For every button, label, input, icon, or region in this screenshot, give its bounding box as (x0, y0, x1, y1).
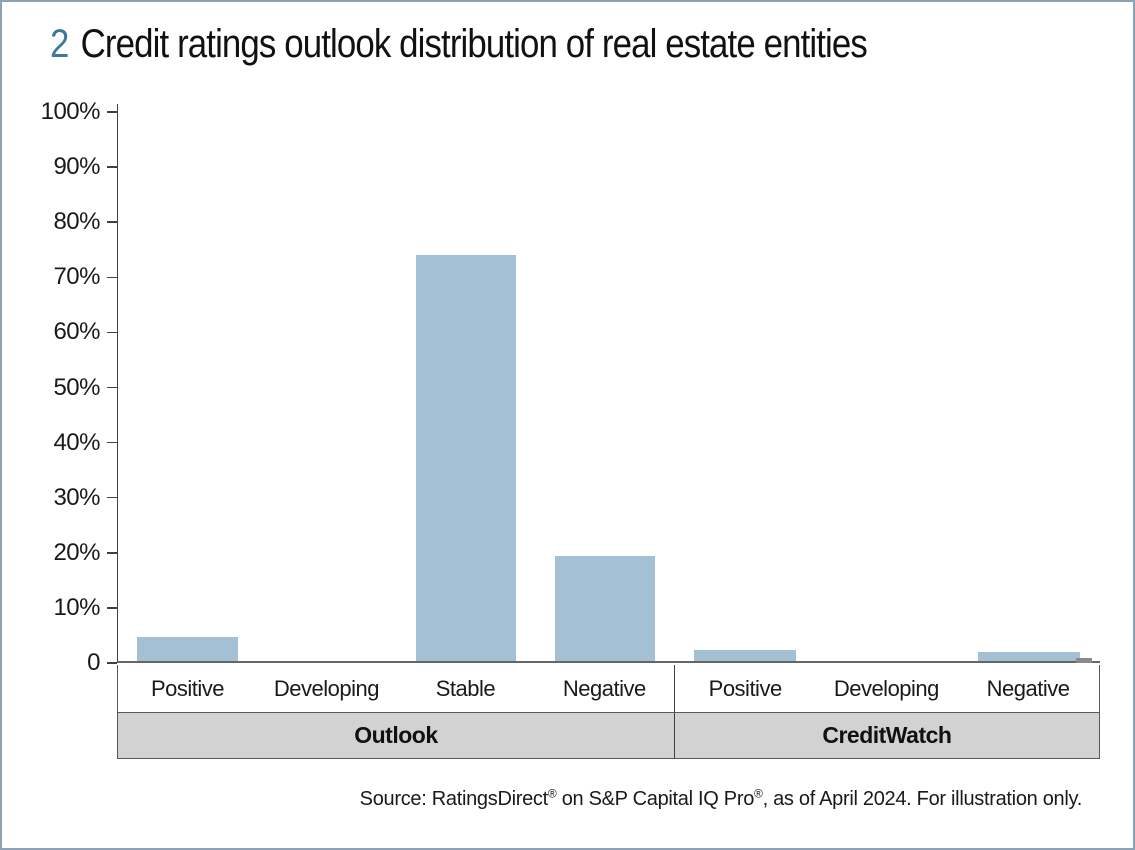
bar-slot (257, 112, 396, 661)
y-axis-tick-label: 10% (53, 593, 100, 621)
y-axis-tick-label: 90% (53, 153, 100, 181)
y-axis-tick-label: 70% (53, 263, 100, 291)
category-label: Positive (673, 665, 816, 712)
axis-end-artifact (1076, 658, 1092, 663)
y-axis-tick-label: 60% (53, 318, 100, 346)
bar-creditwatch-negative (977, 652, 1081, 661)
y-axis-tick-label: 80% (53, 208, 100, 236)
y-axis-tick-mark (106, 496, 117, 499)
bar-creditwatch-positive (694, 649, 797, 661)
group-label-outlook: Outlook (354, 722, 438, 748)
category-label: Negative (562, 675, 646, 701)
category-label-row: Positive Developing Stable Negative Positive… (117, 665, 1100, 712)
y-axis-tick-label: 50% (53, 373, 100, 401)
category-label: Negative (986, 675, 1070, 701)
source-text-3: , as of April 2024. For illustration onl… (762, 788, 1083, 810)
category-label: Positive (150, 675, 225, 701)
y-axis-tick-mark (106, 662, 117, 664)
category-label: Developing (273, 675, 380, 701)
figure-title: 2 Credit ratings outlook distribution of … (50, 22, 868, 67)
bars-row (118, 112, 1100, 661)
figure-number: 2 (50, 22, 69, 66)
y-axis-tick-label: 20% (53, 538, 100, 566)
y-axis-tick-label: 100% (40, 98, 101, 125)
bar-slot (816, 112, 958, 661)
source-text-1: Source: RatingsDirect (359, 788, 549, 810)
bar-slot (535, 112, 674, 661)
source-text-2: on S&P Capital IQ Pro (556, 788, 755, 810)
y-axis-tick-mark (106, 441, 117, 444)
bar-slot (958, 112, 1100, 661)
y-axis-cap (116, 104, 118, 112)
y-axis-tick-mark (106, 221, 117, 223)
y-axis-tick-mark (106, 552, 117, 554)
bar-outlook-positive (137, 637, 238, 661)
y-axis-tick-mark (106, 331, 117, 334)
y-axis-tick-label: 40% (53, 428, 100, 456)
bar-outlook-negative (554, 556, 655, 661)
group-label-row: Outlook CreditWatch (117, 712, 1100, 759)
registered-mark-icon: ® (547, 786, 557, 801)
registered-mark-icon: ® (754, 786, 763, 801)
figure-title-text: Credit ratings outlook distribution of r… (80, 22, 868, 66)
bar-slot (674, 112, 816, 661)
source-note: Source: RatingsDirect® on S&P Capital IQ… (2, 786, 1133, 811)
bar-slot (396, 112, 535, 661)
category-label: Developing (833, 675, 940, 701)
bar-chart-plot-area: 100% 90% 80% 70% 60% 50% 40% 30% 20% 10% 0 (41, 100, 1100, 675)
category-label: Stable (435, 675, 496, 701)
y-axis-tick-mark (106, 276, 117, 279)
y-axis-tick-label: 0 (87, 649, 100, 676)
y-axis-tick-label: 30% (53, 483, 100, 511)
bar-slot (118, 112, 257, 661)
category-axis-table: Positive Developing Stable Negative Positive… (117, 665, 1100, 759)
y-axis-tick-mark (106, 111, 117, 113)
y-axis-tick-mark (106, 607, 117, 609)
y-axis-tick-mark (106, 166, 117, 168)
group-label-creditwatch: CreditWatch (673, 713, 1099, 758)
bar-outlook-stable (415, 254, 516, 661)
y-axis-tick-mark (106, 386, 117, 389)
